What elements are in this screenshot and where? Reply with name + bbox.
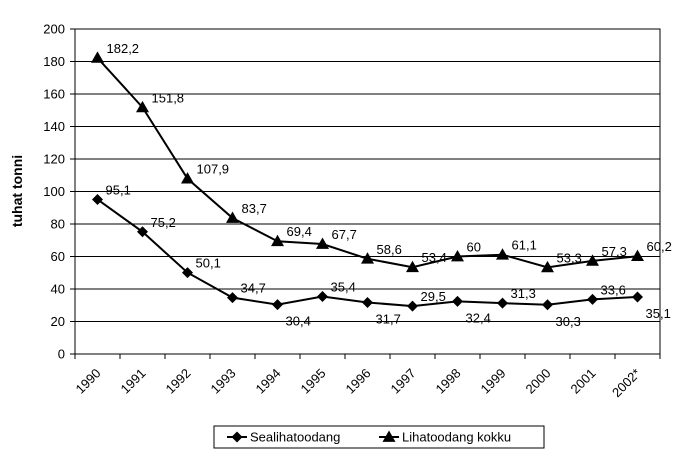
data-point-marker bbox=[406, 260, 419, 273]
data-label: 57,3 bbox=[602, 244, 627, 259]
data-point-marker bbox=[317, 290, 328, 302]
y-tick-label: 160 bbox=[43, 87, 65, 102]
x-tick-label: 1999 bbox=[478, 366, 509, 397]
y-tick-label: 180 bbox=[43, 54, 65, 69]
data-label: 60 bbox=[467, 240, 481, 255]
legend-label: Sealihatoodang bbox=[250, 430, 340, 445]
data-label: 182,2 bbox=[107, 41, 140, 56]
y-tick-label: 0 bbox=[58, 347, 65, 362]
x-tick-label: 1991 bbox=[118, 366, 149, 397]
data-point-marker bbox=[137, 226, 148, 238]
y-tick-label: 100 bbox=[43, 184, 65, 199]
data-point-marker bbox=[496, 248, 509, 260]
x-tick-label: 1990 bbox=[73, 366, 104, 397]
y-tick-label: 20 bbox=[51, 314, 65, 329]
data-label: 58,6 bbox=[377, 242, 402, 257]
data-label: 53,3 bbox=[557, 250, 582, 265]
x-tick-label: 2002* bbox=[609, 366, 644, 401]
data-point-marker bbox=[541, 260, 554, 273]
data-point-marker bbox=[91, 51, 104, 63]
data-point-marker bbox=[542, 299, 553, 311]
x-tick-label: 1998 bbox=[433, 366, 464, 397]
data-label: 34,7 bbox=[241, 281, 266, 296]
data-label: 33,6 bbox=[601, 282, 626, 297]
x-tick-label: 1997 bbox=[388, 366, 419, 397]
data-point-marker bbox=[587, 293, 598, 305]
x-tick-label: 1994 bbox=[253, 366, 284, 397]
data-label: 35,4 bbox=[331, 279, 356, 294]
data-label: 31,3 bbox=[511, 286, 536, 301]
x-tick-label: 1993 bbox=[208, 366, 239, 397]
data-point-marker bbox=[631, 249, 644, 262]
x-tick-label: 2000 bbox=[523, 366, 554, 397]
data-label: 30,4 bbox=[286, 314, 311, 329]
data-label: 107,9 bbox=[197, 162, 230, 177]
y-tick-label: 200 bbox=[43, 22, 65, 37]
data-label: 35,1 bbox=[646, 306, 671, 321]
y-tick-label: 140 bbox=[43, 119, 65, 134]
data-label: 53,4 bbox=[422, 250, 447, 265]
data-label: 50,1 bbox=[196, 256, 221, 271]
data-point-marker bbox=[181, 172, 194, 184]
data-point-marker bbox=[136, 100, 149, 113]
data-point-marker bbox=[272, 299, 283, 311]
data-label: 61,1 bbox=[512, 238, 537, 253]
data-label: 29,5 bbox=[421, 289, 446, 304]
y-tick-label: 120 bbox=[43, 152, 65, 167]
data-point-marker bbox=[632, 291, 643, 303]
data-point-marker bbox=[92, 193, 103, 205]
y-axis-title: tuhat tonni bbox=[9, 155, 25, 227]
data-point-marker bbox=[407, 300, 418, 312]
data-point-marker bbox=[586, 254, 599, 266]
y-tick-label: 80 bbox=[51, 217, 65, 232]
data-point-marker bbox=[361, 252, 374, 264]
data-label: 151,8 bbox=[152, 90, 185, 105]
data-label: 67,7 bbox=[332, 227, 357, 242]
series bbox=[91, 51, 644, 312]
data-point-marker bbox=[497, 297, 508, 309]
y-tick-label: 40 bbox=[51, 282, 65, 297]
data-label: 95,1 bbox=[106, 182, 131, 197]
data-point-marker bbox=[452, 295, 463, 307]
x-tick-label: 1992 bbox=[163, 366, 194, 397]
legend: Sealihatoodang Lihatoodang kokku bbox=[213, 425, 545, 449]
y-tick-label: 60 bbox=[51, 249, 65, 264]
data-label: 60,2 bbox=[647, 239, 672, 254]
data-point-marker bbox=[316, 237, 329, 249]
data-label: 83,7 bbox=[242, 201, 267, 216]
x-tick-label: 1996 bbox=[343, 366, 374, 397]
data-label: 75,2 bbox=[151, 215, 176, 230]
data-point-marker bbox=[227, 292, 238, 304]
axes: 0 20 40 60 80 100 120 140 160 180 200 1990 1991 1992 1… bbox=[43, 22, 661, 401]
data-point-marker bbox=[362, 296, 373, 308]
data-label: 31,7 bbox=[376, 311, 401, 326]
x-tick-label: 1995 bbox=[298, 366, 329, 397]
x-tick-label: 2001 bbox=[568, 366, 599, 397]
data-point-marker bbox=[182, 267, 193, 279]
data-point-marker bbox=[226, 211, 239, 223]
data-point-marker bbox=[451, 250, 464, 262]
data-label: 32,4 bbox=[466, 310, 491, 325]
data-label: 30,3 bbox=[556, 314, 581, 329]
legend-label: Lihatoodang kokku bbox=[402, 430, 511, 445]
data-label: 69,4 bbox=[287, 224, 312, 239]
legend-marker bbox=[382, 430, 396, 442]
legend-marker bbox=[231, 431, 243, 443]
data-labels: 95,1 75,2 50,1 34,7 30,4 35,4 31,7 29,5 32,4 31,3… bbox=[106, 41, 672, 329]
data-point-marker bbox=[271, 234, 284, 247]
